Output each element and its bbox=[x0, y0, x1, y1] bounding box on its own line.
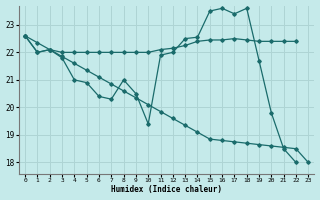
X-axis label: Humidex (Indice chaleur): Humidex (Indice chaleur) bbox=[111, 185, 222, 194]
